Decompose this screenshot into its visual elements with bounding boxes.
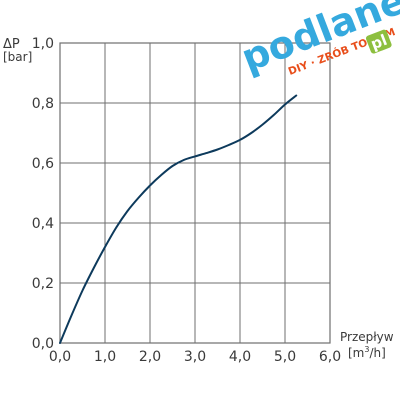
y-tick-label: 0,8 — [32, 96, 54, 112]
plot-frame — [59, 42, 331, 344]
y-tick-label: 0,6 — [32, 156, 54, 172]
series-line — [59, 94, 298, 344]
x-axis-label: Przepływ — [340, 330, 394, 344]
grid — [59, 42, 331, 344]
x-tick-label: 6,0 — [319, 349, 341, 365]
y-tick-labels: 0,0 0,2 0,4 0,6 0,8 1,0 — [32, 36, 54, 352]
x-tick-label: 4,0 — [229, 349, 251, 365]
x-axis-unit-sup: 3 — [364, 345, 369, 354]
y-tick-label: 0,0 — [32, 336, 54, 352]
y-tick-label: 1,0 — [32, 36, 54, 52]
watermark-badge-text: pl — [368, 31, 389, 53]
series-layer — [59, 94, 298, 344]
y-axis-label: ΔP — [3, 37, 20, 52]
watermark-logo: podlane DIY · ZRÓB TO SAM pl — [235, 0, 400, 80]
x-axis-unit-base: [m — [348, 346, 364, 360]
x-tick-label: 2,0 — [139, 349, 161, 365]
x-tick-label: 5,0 — [274, 349, 296, 365]
y-tick-label: 0,2 — [32, 276, 54, 292]
x-tick-label: 3,0 — [184, 349, 206, 365]
x-tick-label: 1,0 — [94, 349, 116, 365]
watermark-badge — [365, 29, 392, 54]
x-tick-label: 0,0 — [49, 349, 71, 365]
x-axis-unit-tail: /h] — [369, 346, 385, 360]
y-axis-unit: [bar] — [3, 50, 32, 64]
x-tick-labels: 0,0 1,0 2,0 3,0 4,0 5,0 6,0 — [49, 349, 341, 365]
y-tick-label: 0,4 — [32, 216, 54, 232]
x-axis-unit: [m3/h] — [348, 345, 386, 360]
